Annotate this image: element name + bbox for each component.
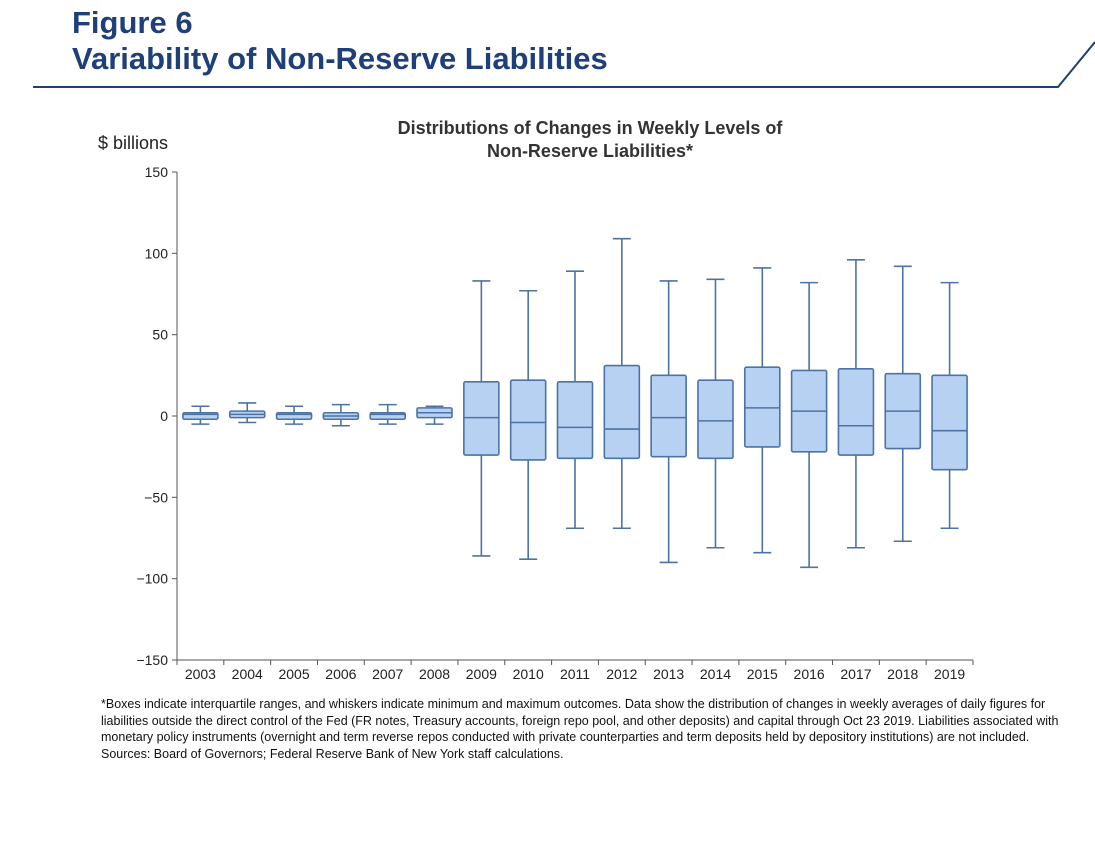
box-2015: [743, 267, 781, 554]
x-tick-label: 2007: [372, 666, 403, 682]
box-2016: [790, 281, 828, 569]
figure-title: Variability of Non-Reserve Liabilities: [72, 41, 608, 76]
box-2006: [322, 403, 360, 427]
box-2012: [603, 237, 641, 530]
box-2011: [556, 270, 594, 530]
iqr-box: [743, 366, 781, 448]
box-2013: [650, 280, 687, 564]
y-tick-label: −100: [136, 571, 168, 587]
box-2019: [931, 281, 968, 530]
header-underline: [33, 41, 1095, 88]
x-tick-label: 2004: [232, 666, 263, 682]
footnote-text: *Boxes indicate interquartile ranges, an…: [101, 697, 1059, 744]
box-2017: [837, 259, 875, 549]
boxes: [182, 237, 968, 569]
box-2018: [884, 265, 922, 543]
y-tick-label: 50: [152, 327, 168, 343]
x-tick-label: 2010: [513, 666, 544, 682]
x-tick-label: 2005: [278, 666, 309, 682]
y-tick-label: 100: [145, 245, 169, 261]
box-2008: [416, 405, 453, 425]
figure-label: Figure 6: [72, 5, 193, 40]
y-tick-label: −150: [136, 652, 168, 668]
x-tick-label: 2019: [934, 666, 965, 682]
y-tick-label: 150: [145, 164, 169, 180]
iqr-box: [931, 374, 968, 471]
x-tick-label: 2012: [606, 666, 637, 682]
x-tick-label: 2008: [419, 666, 450, 682]
x-tick-label: 2009: [466, 666, 497, 682]
iqr-box: [463, 381, 500, 456]
x-tick-label: 2014: [700, 666, 731, 682]
iqr-box: [509, 379, 547, 461]
x-tick-label: 2016: [794, 666, 825, 682]
axes: 150 100 50 0 −50 −100 −150: [136, 164, 974, 668]
box-2007: [369, 403, 407, 425]
iqr-box: [603, 364, 641, 460]
box-2005: [275, 405, 313, 425]
x-tick-label: 2011: [560, 666, 590, 682]
x-tick-label: 2006: [325, 666, 356, 682]
iqr-box: [837, 368, 875, 456]
x-tick-labels: 2003 2004 2005 2006 2007 2008 2009 2010 2011 2012…: [185, 666, 966, 682]
chart-title-line-1: Distributions of Changes in Weekly Level…: [397, 118, 783, 138]
chart-title: Distributions of Changes in Weekly Level…: [290, 117, 890, 163]
header-rule: [33, 41, 1095, 88]
box-2010: [509, 289, 547, 560]
box-2014: [697, 278, 734, 549]
x-tick-label: 2003: [185, 666, 216, 682]
box-2004: [228, 402, 266, 424]
iqr-box: [697, 379, 734, 460]
x-tick-label: 2013: [653, 666, 684, 682]
sources-text: Sources: Board of Governors; Federal Res…: [101, 746, 564, 761]
x-tick-label: 2015: [747, 666, 778, 682]
x-tick-label: 2018: [887, 666, 918, 682]
x-tick-label: 2017: [840, 666, 871, 682]
iqr-box: [650, 374, 687, 458]
y-axis-label: $ billions: [98, 133, 169, 153]
iqr-box: [556, 381, 594, 460]
box-2003: [182, 405, 219, 425]
footnote: *Boxes indicate interquartile ranges, an…: [101, 696, 1061, 762]
y-tick-label: 0: [160, 408, 168, 424]
y-tick-label: −50: [144, 489, 168, 505]
box-2009: [463, 280, 500, 557]
chart-title-line-2: Non-Reserve Liabilities*: [486, 141, 694, 161]
